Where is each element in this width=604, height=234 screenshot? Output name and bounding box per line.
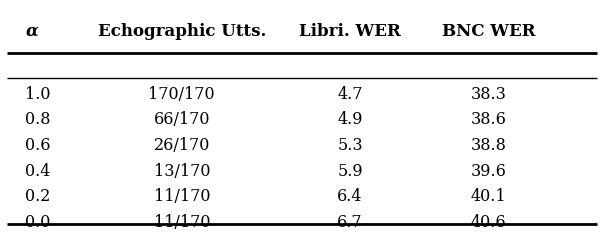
Text: 0.2: 0.2 [25, 188, 51, 205]
Text: 4.9: 4.9 [338, 111, 363, 128]
Text: 5.3: 5.3 [337, 137, 363, 154]
Text: 0.8: 0.8 [25, 111, 51, 128]
Text: 38.6: 38.6 [471, 111, 506, 128]
Text: BNC WER: BNC WER [442, 23, 535, 40]
Text: 40.6: 40.6 [471, 214, 506, 231]
Text: Echographic Utts.: Echographic Utts. [98, 23, 266, 40]
Text: 38.3: 38.3 [471, 86, 506, 103]
Text: 6.4: 6.4 [338, 188, 363, 205]
Text: 5.9: 5.9 [337, 163, 363, 180]
Text: Libri. WER: Libri. WER [299, 23, 401, 40]
Text: 39.6: 39.6 [471, 163, 506, 180]
Text: 11/170: 11/170 [153, 214, 210, 231]
Text: 0.0: 0.0 [25, 214, 51, 231]
Text: 0.4: 0.4 [25, 163, 51, 180]
Text: 1.0: 1.0 [25, 86, 51, 103]
Text: 40.1: 40.1 [471, 188, 506, 205]
Text: 13/170: 13/170 [153, 163, 210, 180]
Text: 66/170: 66/170 [153, 111, 210, 128]
Text: 6.7: 6.7 [337, 214, 363, 231]
Text: 38.8: 38.8 [471, 137, 506, 154]
Text: α: α [25, 23, 38, 40]
Text: 170/170: 170/170 [149, 86, 215, 103]
Text: 26/170: 26/170 [153, 137, 210, 154]
Text: 11/170: 11/170 [153, 188, 210, 205]
Text: 4.7: 4.7 [338, 86, 363, 103]
Text: 0.6: 0.6 [25, 137, 51, 154]
